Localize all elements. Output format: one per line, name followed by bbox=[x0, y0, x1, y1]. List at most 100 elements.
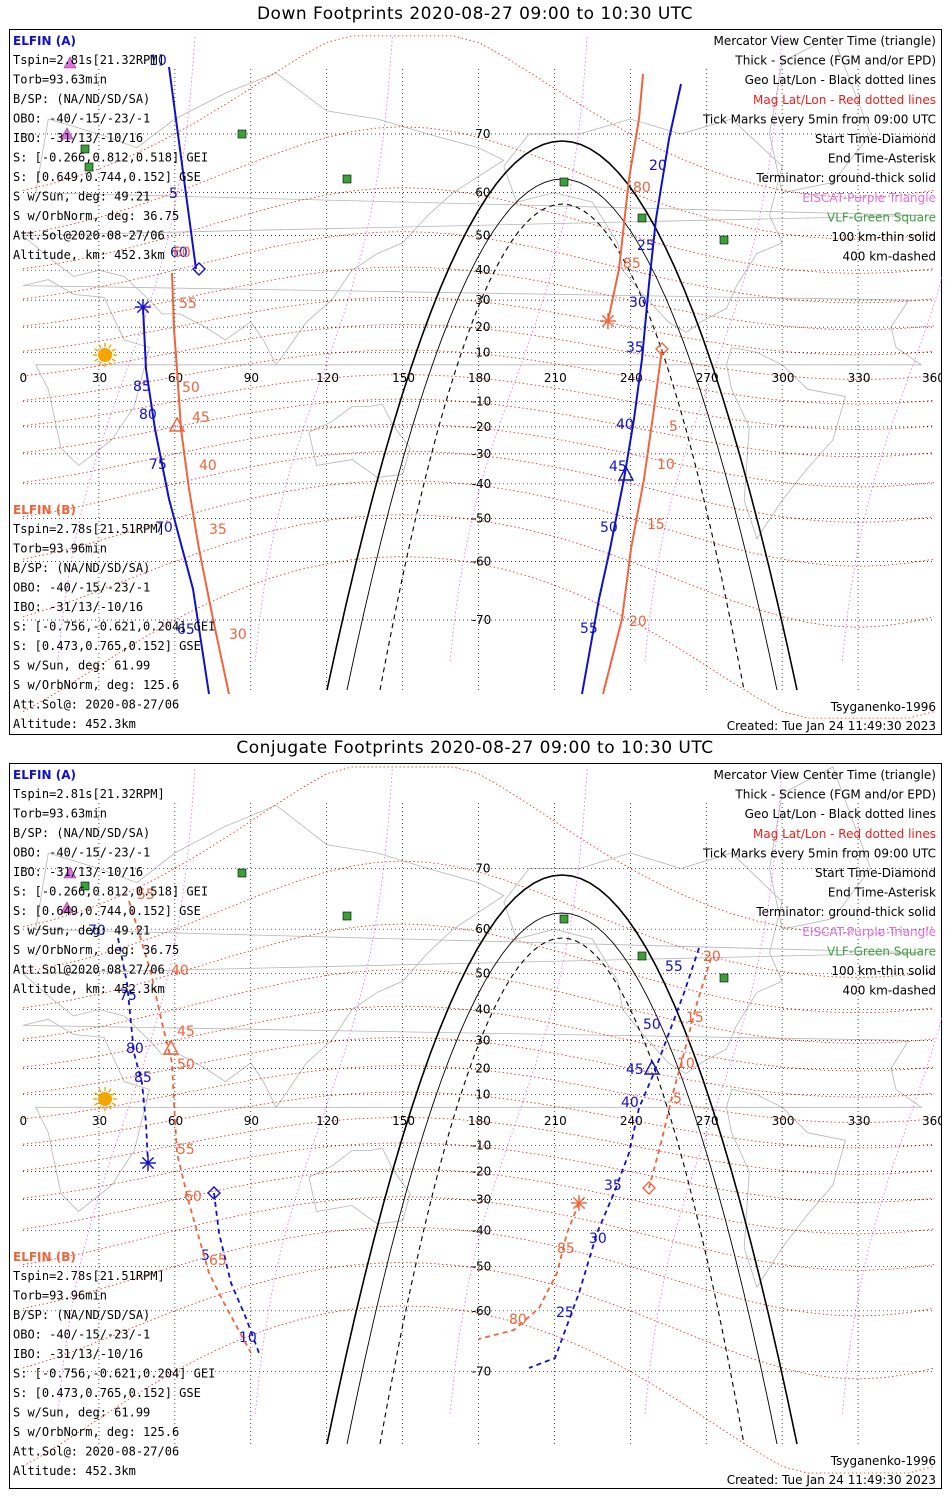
elfin-b-tick-label: 15 bbox=[686, 1010, 704, 1026]
elfin-a-info-line: Torb=93.63min bbox=[13, 807, 107, 821]
lat-tick-label: -60 bbox=[472, 554, 492, 568]
elfin-a-track bbox=[117, 937, 149, 1164]
lon-tick-label: 240 bbox=[620, 1114, 643, 1128]
elfin-b-track bbox=[602, 348, 663, 695]
conjugate-footprints-map: 0 30 60 90 120 150 180 210 240 270 300 330 360 70 60 50… bbox=[9, 763, 942, 1489]
elfin-b-tick-label: 55 bbox=[177, 1142, 195, 1158]
lon-tick-label: 120 bbox=[316, 1114, 339, 1128]
elfin-a-start-diamond bbox=[192, 262, 206, 276]
elfin-b-tick-label: 5 bbox=[669, 419, 678, 435]
elfin-b-track bbox=[607, 73, 644, 322]
sun-ray bbox=[111, 358, 116, 362]
sun-ray bbox=[108, 1105, 112, 1110]
vlf-square-icon bbox=[342, 911, 352, 921]
terminator-400km bbox=[379, 203, 745, 691]
elfin-b-info-line: Tspin=2.78s[21.51RPM] bbox=[13, 522, 165, 536]
legend-line: 400 km-dashed bbox=[842, 250, 936, 264]
elfin-b-tick-label: 35 bbox=[209, 522, 227, 538]
elfin-a-tick-label: 70 bbox=[88, 923, 106, 939]
lat-tick-label: 70 bbox=[475, 127, 490, 141]
elfin-a-tick-label: 50 bbox=[643, 1017, 661, 1033]
sun-ray bbox=[94, 358, 99, 362]
vlf-square-icon bbox=[237, 129, 247, 139]
elfin-a-info-line: Att.Sol@2020-08-27/06 bbox=[13, 229, 165, 243]
sun-icon bbox=[93, 343, 117, 367]
elfin-b-tick-label: 45 bbox=[177, 1024, 195, 1040]
elfin-a-label: ELFIN (A) bbox=[13, 768, 76, 782]
elfin-a-track bbox=[168, 66, 197, 270]
elfin-b-info-line: Altitude: 452.3km bbox=[13, 1464, 136, 1478]
vlf-square-icon bbox=[342, 174, 352, 184]
lon-tick-label: 90 bbox=[244, 371, 259, 385]
elfin-a-tick-label: 60 bbox=[170, 245, 188, 261]
model-label: Tsyganenko-1996 bbox=[830, 700, 936, 714]
legend-line: VLF-Green Square bbox=[827, 944, 936, 958]
elfin-b-tick-label: 80 bbox=[509, 1312, 527, 1328]
lon-tick-label: 300 bbox=[772, 1114, 795, 1128]
elfin-a-tick-label: 75 bbox=[119, 988, 137, 1004]
elfin-a-tick-label: 45 bbox=[626, 1062, 644, 1078]
legend-line: EISCAT-Purple Triangle bbox=[802, 925, 936, 939]
elfin-a-tick-label: 20 bbox=[649, 158, 667, 174]
legend-line: Start Time-Diamond bbox=[815, 132, 936, 146]
sun-ray bbox=[94, 1092, 99, 1096]
elfin-b-view-triangle bbox=[168, 416, 186, 432]
elfin-a-tick-label: 55 bbox=[665, 959, 683, 975]
elfin-a-info-line: S w/Sun, deg: 49.21 bbox=[13, 190, 150, 204]
lat-tick-label: 60 bbox=[475, 186, 490, 200]
elfin-b-end-asterisk bbox=[600, 313, 616, 329]
coastline bbox=[726, 1089, 846, 1289]
elfin-a-info-line: Torb=93.63min bbox=[13, 73, 107, 87]
elfin-a-info-line: B/SP: (NA/ND/SD/SA) bbox=[13, 92, 150, 106]
elfin-a-info-line: S: [-0.266,0.812,0.518] GEI bbox=[13, 151, 208, 165]
elfin-a-info-line: IBO: -31/13/-10/16 bbox=[13, 131, 143, 145]
elfin-b-info-line: S w/Sun, deg: 61.99 bbox=[13, 659, 150, 673]
lat-tick-label: 50 bbox=[475, 967, 490, 981]
elfin-a-info-line: OBO: -40/-15/-23/-1 bbox=[13, 112, 150, 126]
elfin-a-info-line: OBO: -40/-15/-23/-1 bbox=[13, 846, 150, 860]
elfin-b-tick-label: 85 bbox=[623, 256, 641, 272]
elfin-a-info-line: Tspin=2.81s[21.32RPM] bbox=[13, 787, 165, 801]
elfin-a-end-asterisk-stroke bbox=[141, 1156, 155, 1170]
lat-tick-label: -60 bbox=[472, 1304, 492, 1318]
vlf-square-icon bbox=[719, 973, 729, 983]
elfin-b-track bbox=[478, 1202, 580, 1340]
sun-ray bbox=[111, 348, 116, 352]
sun-ray bbox=[108, 361, 112, 366]
vlf-square-icon bbox=[637, 213, 647, 223]
eiscat-triangle-icon bbox=[60, 127, 74, 140]
sun-ray bbox=[98, 1088, 102, 1093]
lat-tick-label: 60 bbox=[475, 922, 490, 936]
elfin-b-tick-label: 50 bbox=[182, 380, 200, 396]
map-frame bbox=[9, 763, 942, 1489]
elfin-b-tick-label: 45 bbox=[192, 410, 210, 426]
elfin-a-tick-label: 70 bbox=[155, 520, 173, 536]
elfin-b-info-line: S: [0.473,0.765,0.152] GSE bbox=[13, 1386, 201, 1400]
elfin-b-tick-label: 15 bbox=[647, 517, 665, 533]
elfin-b-info-line: S w/OrbNorm, deg: 125.6 bbox=[13, 678, 179, 692]
elfin-b-tick-label: 55 bbox=[179, 296, 197, 312]
lat-tick-label: 20 bbox=[475, 1061, 490, 1075]
elfin-b-info-line: OBO: -40/-15/-23/-1 bbox=[13, 581, 150, 595]
elfin-a-label: ELFIN (A) bbox=[13, 34, 76, 48]
lon-tick-label: 360 bbox=[922, 1114, 942, 1128]
lon-tick-label: 210 bbox=[544, 1114, 567, 1128]
elfin-a-tick-label: 80 bbox=[139, 407, 157, 423]
lat-tick-label: -10 bbox=[472, 1138, 492, 1152]
lon-tick-label: 270 bbox=[696, 1114, 719, 1128]
lat-tick-label: 40 bbox=[475, 263, 490, 277]
elfin-b-tick-label: 5 bbox=[673, 1091, 682, 1107]
elfin-b-info-line: OBO: -40/-15/-23/-1 bbox=[13, 1328, 150, 1342]
elfin-a-info-line: S: [-0.266,0.812,0.518] GEI bbox=[13, 885, 208, 899]
elfin-b-tick-label: 40 bbox=[199, 458, 217, 474]
elfin-b-tick-label: 80 bbox=[633, 180, 651, 196]
elfin-b-info-line: Torb=93.96min bbox=[13, 1289, 107, 1303]
vlf-square-icon bbox=[559, 177, 569, 187]
elfin-a-tick-label: 5 bbox=[201, 1248, 210, 1264]
elfin-b-tick-label: 30 bbox=[229, 627, 247, 643]
terminator-100km bbox=[346, 912, 778, 1445]
lat-tick-label: -30 bbox=[472, 1193, 492, 1207]
lon-tick-label: 30 bbox=[92, 371, 107, 385]
legend-line: Mercator View Center Time (triangle) bbox=[714, 34, 936, 48]
elfin-a-end-asterisk-stroke bbox=[136, 300, 150, 314]
